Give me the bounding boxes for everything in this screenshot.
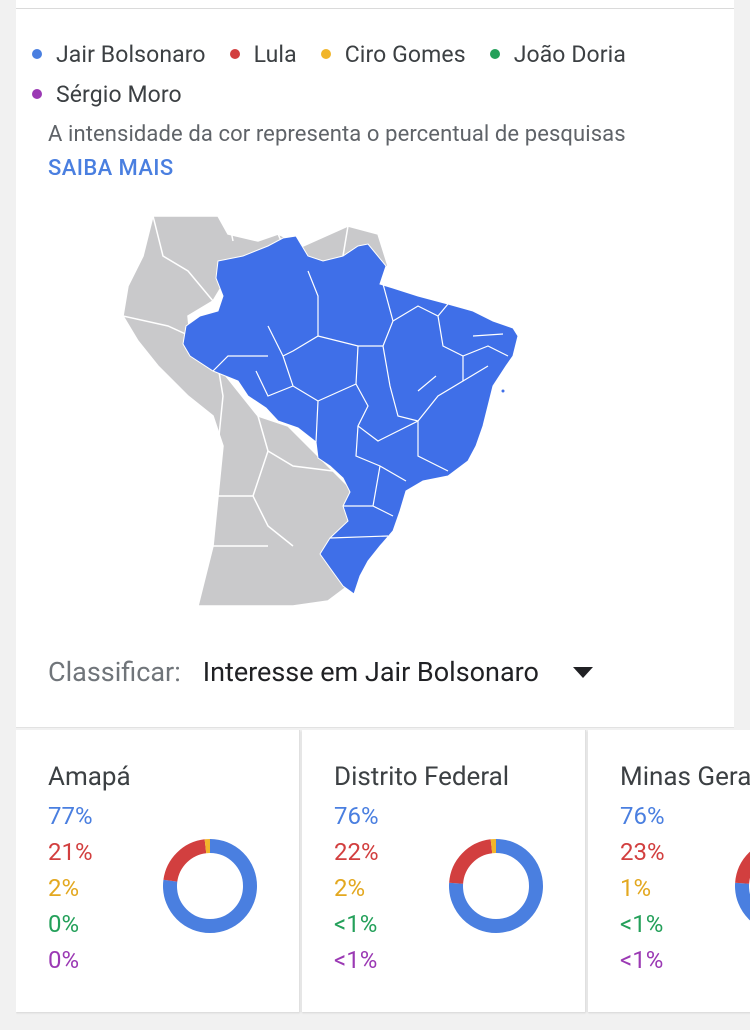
- brazil-map-svg: [122, 215, 519, 607]
- state-name: Minas Gerais: [620, 762, 750, 792]
- donut-slice-jair-bolsonaro: [735, 839, 750, 933]
- legend-item-bolsonaro[interactable]: Jair Bolsonaro: [32, 41, 206, 68]
- state-cards-carousel[interactable]: Amapá 77% 21% 2% 0% 0% Distrito Federal …: [16, 730, 750, 1015]
- legend-label: Sérgio Moro: [56, 80, 182, 108]
- pct-lula: 23%: [620, 838, 665, 866]
- pct-ciro: 2%: [48, 874, 80, 902]
- pct-lula: 21%: [48, 838, 93, 866]
- pct-moro: <1%: [620, 946, 664, 974]
- pct-doria: <1%: [620, 910, 664, 938]
- pct-moro: 0%: [48, 946, 80, 974]
- pct-doria: <1%: [334, 910, 378, 938]
- pct-bolsonaro: 76%: [334, 802, 379, 830]
- donut-slice-ciro-gomes: [449, 839, 543, 933]
- donut-chart: [163, 839, 257, 933]
- legend-label: Jair Bolsonaro: [56, 40, 206, 68]
- legend-item-lula[interactable]: Lula: [229, 40, 297, 68]
- sort-label: Classificar:: [48, 656, 181, 688]
- legend-row: Jair Bolsonaro Lula Ciro Gomes João Dori…: [32, 38, 712, 70]
- legend-dot-icon: [32, 89, 42, 99]
- legend-label: João Doria: [513, 40, 626, 68]
- donut-chart: [449, 839, 543, 933]
- chevron-down-icon[interactable]: [572, 666, 593, 678]
- legend-row: Sérgio Moro: [32, 78, 712, 110]
- donut-slice-ciro-gomes: [163, 839, 257, 933]
- pct-ciro: 2%: [334, 874, 366, 902]
- legend-dot-icon: [489, 49, 500, 59]
- pct-bolsonaro: 76%: [620, 802, 665, 830]
- sort-selector[interactable]: Classificar: Interesse em Jair Bolsonaro: [48, 656, 593, 688]
- brazil-map[interactable]: [118, 215, 519, 607]
- legend-dot-icon: [32, 49, 42, 59]
- coast-dot: [501, 389, 505, 393]
- pct-moro: <1%: [334, 946, 378, 974]
- legend-item-ciro[interactable]: Ciro Gomes: [320, 40, 466, 68]
- card-divider: [16, 8, 734, 9]
- donut-chart: [735, 839, 750, 933]
- legend-item-moro[interactable]: Sérgio Moro: [32, 81, 182, 108]
- legend-item-doria[interactable]: João Doria: [489, 40, 626, 68]
- legend-label: Ciro Gomes: [344, 40, 466, 68]
- state-card-amapa[interactable]: Amapá 77% 21% 2% 0% 0%: [16, 730, 300, 1012]
- pct-doria: 0%: [48, 910, 80, 938]
- state-name: Distrito Federal: [334, 762, 510, 792]
- legend: Jair Bolsonaro Lula Ciro Gomes João Dori…: [32, 38, 712, 118]
- saiba-mais-link[interactable]: SAIBA MAIS: [48, 156, 174, 181]
- state-name: Amapá: [48, 762, 131, 792]
- pct-ciro: 1%: [620, 874, 652, 902]
- color-intensity-note: A intensidade da cor representa o percen…: [48, 122, 626, 147]
- legend-dot-icon: [229, 49, 240, 59]
- legend-label: Lula: [253, 40, 297, 68]
- pct-lula: 22%: [334, 838, 379, 866]
- pct-bolsonaro: 77%: [48, 802, 93, 830]
- state-card-minas-gerais[interactable]: Minas Gerais 76% 23% 1% <1% <1%: [588, 730, 750, 1012]
- sort-value[interactable]: Interesse em Jair Bolsonaro: [202, 656, 539, 688]
- state-borders: [212, 270, 509, 539]
- state-card-distrito-federal[interactable]: Distrito Federal 76% 22% 2% <1% <1%: [302, 730, 586, 1012]
- legend-dot-icon: [320, 49, 331, 59]
- south-america-landmass: [122, 215, 389, 607]
- brazil-shape: [182, 235, 519, 595]
